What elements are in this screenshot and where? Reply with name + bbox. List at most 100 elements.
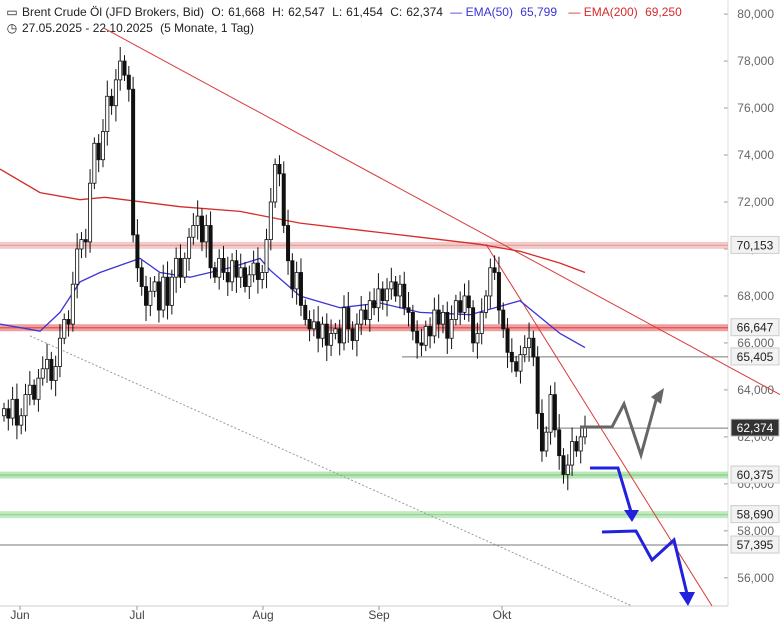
candle [156, 272, 161, 323]
candle-body [96, 142, 101, 161]
candle-body [212, 267, 217, 278]
candle-body [359, 309, 364, 325]
ema200-legend[interactable]: — EMA(200) 69,250 [568, 5, 682, 19]
candle [389, 267, 394, 300]
candle [139, 260, 144, 296]
candle [363, 304, 368, 326]
candle [281, 161, 286, 234]
candle [212, 261, 217, 284]
candle [557, 414, 562, 470]
y-tick-label: 66,000 [737, 336, 774, 350]
candle-body [187, 236, 192, 259]
candle-body [247, 274, 252, 287]
candle-body [264, 239, 269, 273]
price-levels: 70,153 66,647 65,405 62,374 60,375 58,690 57,3… [0, 235, 780, 554]
candle [518, 345, 523, 384]
level-price-tag [730, 505, 780, 524]
candle-body [311, 321, 316, 330]
candle [169, 269, 174, 315]
candle-body [410, 311, 415, 332]
candle [397, 275, 402, 309]
candle [49, 351, 54, 390]
candle-body [251, 262, 256, 276]
candle-body [298, 272, 303, 306]
y-tick-label: 56,000 [737, 571, 774, 585]
candle-body [19, 415, 24, 426]
candle [445, 301, 450, 354]
candle [539, 399, 544, 462]
candle [307, 310, 312, 342]
candle-body [341, 307, 346, 344]
candle [53, 355, 58, 397]
candle-body [509, 351, 514, 363]
candle-body [105, 95, 110, 132]
candle-body [574, 441, 579, 452]
bearish-arrowhead-2 [679, 592, 695, 606]
candle [341, 295, 346, 351]
candle-body [79, 239, 84, 250]
candle-body [565, 464, 570, 475]
candle [131, 76, 136, 243]
x-tick-label: Sep [368, 608, 390, 622]
candle [204, 214, 209, 258]
candle [100, 119, 105, 168]
chart-header-line1: ▭ Brent Crude Öl (JFD Brokers, Bid) O: 61,… [6, 4, 690, 20]
candle-body [385, 288, 390, 302]
candle [367, 291, 372, 332]
candle-body [492, 267, 497, 273]
level-price-label: 58,690 [737, 508, 774, 522]
candle-body [66, 319, 71, 325]
candle-body [135, 234, 140, 269]
candle [243, 261, 248, 293]
candle [57, 324, 62, 378]
candle [410, 304, 415, 341]
ema50-legend[interactable]: — EMA(50) 65,799 [450, 5, 557, 19]
candle-body [372, 300, 377, 309]
candle-body [436, 309, 441, 325]
instrument-title: Brent Crude Öl (JFD Brokers, Bid) [22, 5, 205, 19]
open-value: 61,668 [228, 5, 265, 19]
candle-body [27, 384, 32, 396]
ema50-value: 65,799 [520, 5, 557, 19]
candle-body [273, 164, 278, 203]
candle-body [393, 281, 398, 297]
candle [255, 247, 260, 294]
level-price-label: 57,395 [737, 538, 774, 552]
candle-body [389, 281, 394, 290]
candle [505, 318, 510, 369]
candle [359, 295, 364, 335]
candle [337, 319, 342, 356]
candle [182, 252, 187, 284]
candle [36, 369, 41, 412]
dotted-trendline [29, 335, 633, 607]
candle-body [281, 173, 286, 226]
candle [268, 187, 273, 251]
candle-body [440, 311, 445, 325]
candle [225, 256, 230, 296]
candle [290, 253, 295, 299]
candle [385, 278, 390, 317]
candle-body [307, 319, 312, 330]
level-price-tag [730, 535, 780, 554]
candle-body [109, 95, 114, 107]
candle-body [152, 281, 157, 292]
high-label: H: [272, 5, 285, 19]
level-price-label: 60,375 [737, 468, 774, 482]
candle-body [40, 368, 45, 379]
candle-body [169, 276, 174, 306]
candle-body [518, 354, 523, 372]
candle [294, 261, 299, 305]
candle [522, 335, 527, 363]
candle-body [363, 309, 368, 320]
candle [372, 288, 377, 316]
candle [27, 371, 32, 406]
candle [535, 346, 540, 430]
candle-body [354, 323, 359, 341]
candle [574, 435, 579, 457]
candle-body [406, 307, 411, 313]
candle [544, 426, 549, 457]
candle-body [445, 311, 450, 339]
candle-body [230, 260, 235, 283]
candle [191, 213, 196, 245]
